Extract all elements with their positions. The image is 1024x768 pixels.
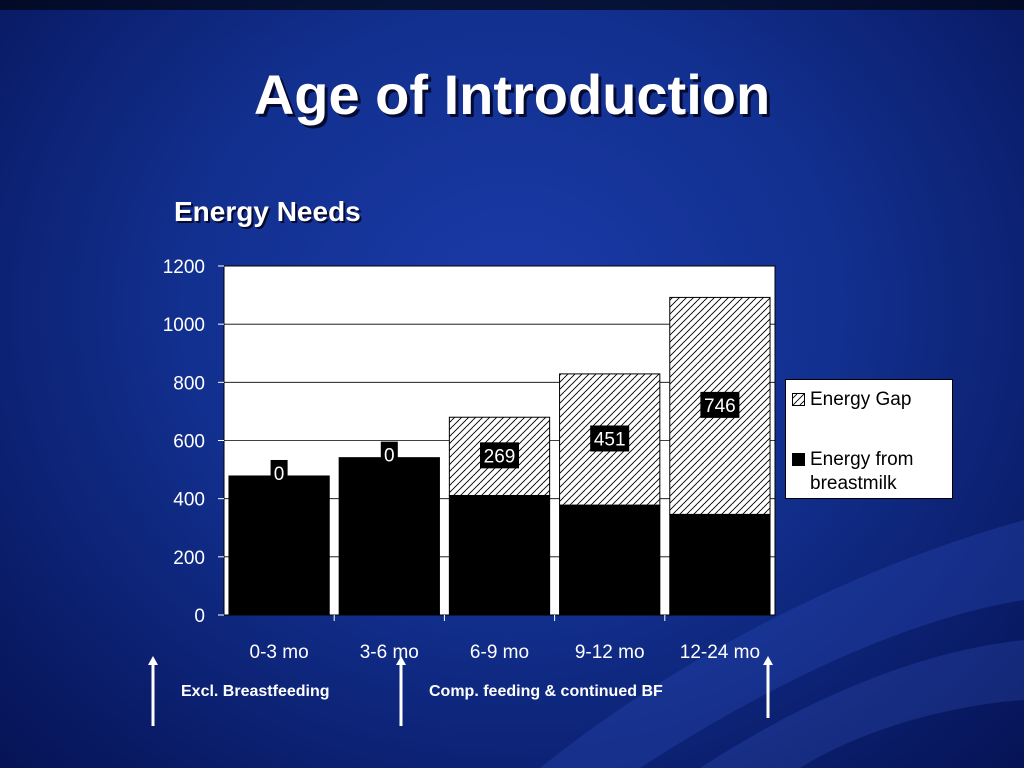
x-tick-label: 0-3 mo [250,642,309,663]
data-label-bg [590,425,630,452]
plot-area: 0 200 400 600 800 1000 1200 0-3 mo 0 3-6 mo 0 6-9 m… [163,257,776,663]
x-tick-label: 6-9 mo [470,642,529,663]
bar-breastmilk [559,504,661,616]
data-label: 0 [384,446,395,467]
legend-label-line2: breastmilk [810,473,897,494]
legend-label-energy-gap: Energy Gap [810,389,912,410]
y-tick-label: 800 [173,373,205,394]
bar-breastmilk [448,494,551,616]
legend-item-energy-gap: Energy Gap [792,388,911,412]
y-tick-label: 200 [173,548,205,569]
data-label: 746 [704,396,736,417]
legend-swatch-hatch [792,393,805,406]
data-label: 0 [274,464,285,485]
data-label-bg [700,391,740,418]
y-tick-label: 0 [194,606,205,627]
legend-item-breastmilk: Energy from breastmilk [792,448,913,496]
data-label-bg [380,441,398,468]
chart-title: Energy Needs [174,196,361,227]
x-tick-label: 3-6 mo [360,642,419,663]
bar-breastmilk [338,457,440,616]
legend-label-line1: Energy from [810,449,914,470]
up-arrow-icon [763,656,773,718]
chart-legend: Energy Gap Energy from breastmilk [785,379,953,499]
legend-swatch-solid [792,453,805,466]
data-label-bg [270,459,288,486]
data-label: 451 [594,429,626,450]
up-arrow-icon [148,656,158,726]
y-tick-label: 400 [173,490,205,511]
x-tick-label: 9-12 mo [575,642,645,663]
excl-breastfeeding-label: Excl. Breastfeeding [181,683,330,700]
y-tick-label: 1200 [163,257,205,278]
bar-breastmilk [669,513,771,616]
comp-feeding-label: Comp. feeding & continued BF [429,683,663,700]
data-label: 269 [484,446,516,467]
slide-title: Age of Introduction [253,63,771,126]
data-label-bg [480,442,519,469]
x-tick-label: 12-24 mo [680,642,760,663]
bar-breastmilk [228,475,330,616]
legend-label-breastmilk: Energy from breastmilk [810,448,913,496]
up-arrow-icon [396,656,406,726]
y-tick-label: 600 [173,432,205,453]
y-tick-label: 1000 [163,315,205,336]
